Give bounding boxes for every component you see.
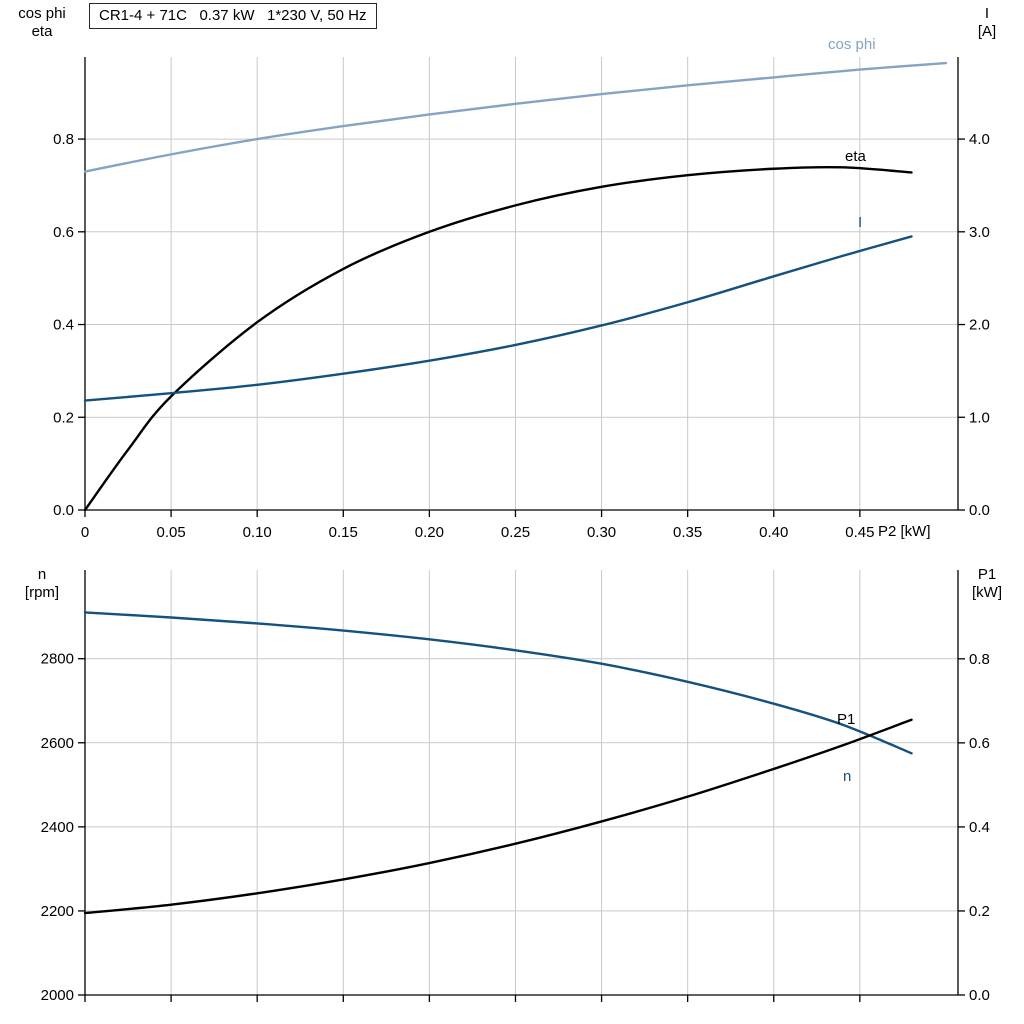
left-axis-tick-label: 2000	[41, 987, 74, 1004]
right-axis-tick-label: 0.8	[969, 651, 990, 668]
right-axis-tick-label: 3.0	[969, 224, 990, 241]
right-axis-tick-label: 2.0	[969, 317, 990, 334]
curve-n	[83, 611, 913, 755]
x-axis-tick-label: 0.45	[845, 524, 874, 541]
curve-p1	[83, 718, 913, 915]
x-axis-tick-label: 0.30	[587, 524, 616, 541]
right-axis-tick-label: 1.0	[969, 409, 990, 426]
right-axis-title-bottom-line2: [kW]	[972, 584, 1002, 601]
right-axis-tick-label: 0.0	[969, 987, 990, 1004]
x-axis-tick-label: 0	[81, 524, 89, 541]
left-axis-tick-label: 0.0	[53, 502, 74, 519]
left-axis-tick-label: 2600	[41, 735, 74, 752]
left-axis-tick-label: 0.2	[53, 409, 74, 426]
right-axis-tick-label: 0.6	[969, 735, 990, 752]
x-axis-tick-label: 0.10	[243, 524, 272, 541]
series-label-i: I	[858, 214, 862, 231]
left-axis-tick-label: 0.6	[53, 224, 74, 241]
x-axis-tick-label: 0.35	[673, 524, 702, 541]
left-axis-tick-label: 2200	[41, 903, 74, 920]
series-label-cos-phi: cos phi	[828, 36, 876, 53]
left-axis-title-bottom-line1: n	[37, 566, 47, 583]
right-axis-title-top-line1: I	[984, 5, 990, 22]
series-label-p1: P1	[837, 711, 855, 728]
left-axis-title-bottom-line2: [rpm]	[24, 584, 60, 601]
left-axis-tick-label: 2800	[41, 651, 74, 668]
right-axis-title-bottom: P1 [kW]	[958, 566, 1016, 602]
right-axis-title-top: I [A]	[958, 5, 1016, 41]
left-axis-title-top-line2: eta	[31, 23, 53, 40]
right-axis-tick-label: 0.2	[969, 903, 990, 920]
right-axis-tick-label: 4.0	[969, 131, 990, 148]
curve-cos-phi	[83, 61, 948, 173]
left-axis-title-top: cos phi eta	[2, 5, 82, 41]
x-axis-tick-label: 0.20	[415, 524, 444, 541]
x-axis-title: P2 [kW]	[878, 523, 931, 540]
x-axis-tick-label: 0.05	[156, 524, 185, 541]
left-axis-tick-label: 0.8	[53, 131, 74, 148]
left-axis-title-bottom: n [rpm]	[2, 566, 82, 602]
left-axis-tick-label: 2400	[41, 819, 74, 836]
x-axis-tick-label: 0.15	[329, 524, 358, 541]
curve-eta	[83, 165, 913, 512]
x-axis-tick-label: 0.40	[759, 524, 788, 541]
right-axis-tick-label: 0.4	[969, 819, 990, 836]
series-label-eta: eta	[845, 148, 867, 165]
right-axis-tick-label: 0.0	[969, 502, 990, 519]
left-axis-tick-label: 0.4	[53, 317, 74, 334]
left-axis-title-top-line1: cos phi	[18, 5, 66, 22]
right-axis-title-bottom-line1: P1	[977, 566, 997, 583]
curve-i	[83, 235, 913, 402]
title-box: CR1-4 + 71C 0.37 kW 1*230 V, 50 Hz	[89, 3, 377, 29]
x-axis-tick-label: 0.25	[501, 524, 530, 541]
series-label-n: n	[843, 768, 851, 785]
right-axis-title-top-line2: [A]	[977, 23, 997, 40]
